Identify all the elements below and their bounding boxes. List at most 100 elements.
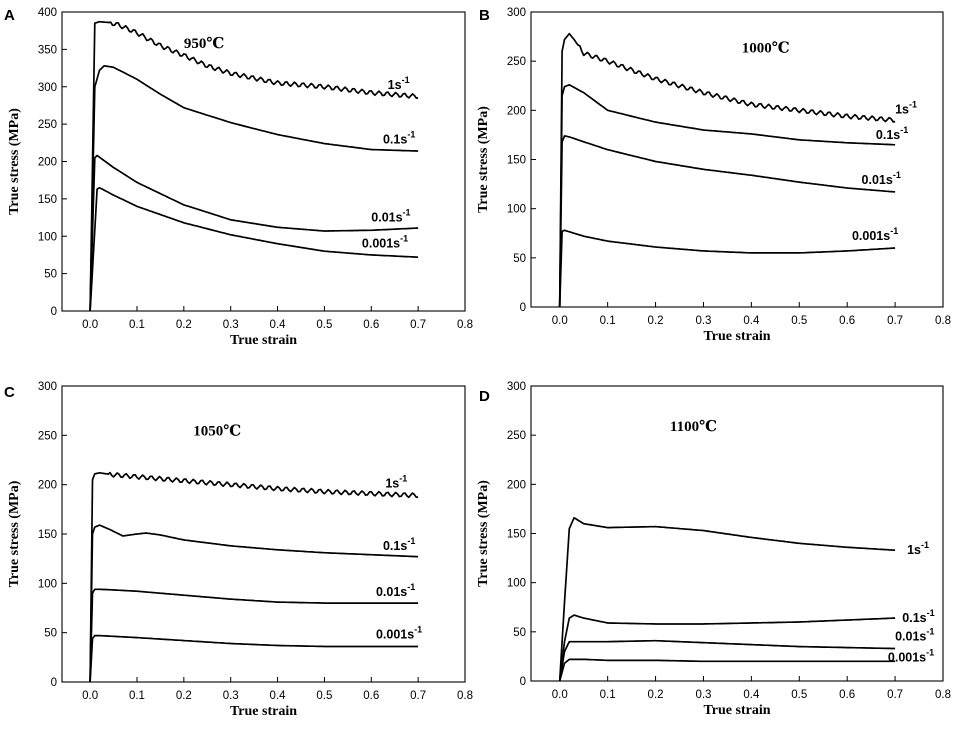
- panel-d: D 0.0 0.1 0.2 0.3 0.4 0.5 0.6 0.7 0.8 0 50 100 150 200…: [476, 381, 951, 718]
- y-tick-label: 100: [38, 231, 57, 243]
- y-tick-label: 200: [38, 480, 57, 492]
- strain-rate-label: 0.1s-1: [383, 536, 415, 553]
- panel-a: A 0.0 0.1 0.2 0.3 0.4 0.5 0.6 0.7 0.8 0 50 100 150 200…: [4, 7, 473, 348]
- y-tick-label: 250: [38, 119, 57, 131]
- panel-letter: B: [479, 7, 490, 24]
- y-tick-label: 200: [507, 479, 526, 491]
- y-tick-label: 100: [507, 578, 526, 590]
- x-tick-label: 0.3: [223, 690, 239, 702]
- curve-1s: [558, 516, 896, 682]
- x-tick-label: 0.0: [82, 319, 98, 331]
- strain-rate-text: 0.1s: [383, 539, 407, 553]
- strain-rate-text: 0.1s: [383, 133, 407, 147]
- strain-rate-exponent: -1: [402, 75, 410, 85]
- curve-0p001s: [89, 186, 419, 312]
- y-tick-label: 50: [513, 627, 526, 639]
- x-tick-label: 0.6: [839, 315, 855, 327]
- strain-rate-label: 1s-1: [895, 99, 917, 116]
- y-tick-label: 400: [38, 7, 57, 19]
- x-tick-label: 0.0: [82, 690, 98, 702]
- x-tick-label: 0.4: [270, 690, 287, 702]
- x-tick-label: 0.7: [410, 690, 426, 702]
- x-tick-label: 0.3: [695, 315, 711, 327]
- y-tick-label: 50: [44, 269, 57, 281]
- x-tick-label: 0.7: [410, 319, 426, 331]
- x-tick-label: 0.2: [648, 689, 664, 701]
- strain-rate-text: 0.01s: [371, 210, 402, 224]
- y-tick-label: 250: [507, 56, 526, 68]
- x-tick-label: 0.6: [839, 689, 855, 701]
- curve-0p1s: [89, 524, 419, 683]
- strain-rate-label: 0.01s-1: [895, 627, 934, 644]
- strain-rate-text: 1s: [895, 102, 909, 116]
- strain-rate-text: 0.001s: [888, 650, 926, 664]
- strain-rate-exponent: -1: [399, 474, 407, 484]
- y-tick-label: 150: [507, 155, 526, 167]
- curve-1s: [558, 32, 896, 308]
- strain-rate-label: 0.01s-1: [376, 582, 415, 599]
- strain-rate-label: 1s-1: [385, 474, 407, 491]
- curve-0p1s: [89, 64, 419, 312]
- strain-rate-label: 0.001s-1: [376, 625, 422, 642]
- x-axis-title: True strain: [230, 333, 297, 348]
- y-tick-label: 250: [507, 430, 526, 442]
- strain-rate-label: 0.001s-1: [852, 226, 898, 243]
- x-tick-label: 0.5: [791, 689, 807, 701]
- strain-rate-exponent: -1: [926, 647, 934, 657]
- strain-rate-text: 0.001s: [376, 628, 414, 642]
- x-tick-label: 0.0: [552, 315, 568, 327]
- strain-rate-label: 1s-1: [388, 75, 410, 92]
- x-tick-label: 0.5: [316, 690, 332, 702]
- panel-letter: C: [4, 384, 15, 401]
- x-tick-label: 0.3: [695, 689, 711, 701]
- x-tick-label: 0.8: [935, 689, 951, 701]
- y-tick-label: 0: [520, 676, 526, 688]
- y-tick-label: 100: [507, 204, 526, 216]
- y-tick-label: 150: [507, 529, 526, 541]
- y-axis-title: True stress (MPa): [476, 480, 491, 587]
- y-tick-label: 350: [38, 44, 57, 56]
- strain-rate-exponent: -1: [407, 130, 415, 140]
- x-tick-label: 0.3: [223, 319, 239, 331]
- strain-rate-exponent: -1: [927, 608, 935, 618]
- x-tick-label: 0.1: [600, 689, 616, 701]
- strain-rate-label: 0.001s-1: [362, 233, 408, 250]
- x-tick-label: 0.8: [457, 690, 473, 702]
- strain-rate-exponent: -1: [403, 207, 411, 217]
- curve-0p01s: [89, 154, 419, 312]
- strain-rate-label: 0.1s-1: [876, 125, 908, 142]
- x-tick-label: 0.4: [743, 689, 760, 701]
- y-tick-label: 0: [51, 677, 57, 689]
- x-tick-label: 0.2: [176, 690, 192, 702]
- x-tick-label: 0.7: [887, 689, 903, 701]
- x-tick-label: 0.4: [743, 315, 760, 327]
- y-tick-label: 250: [38, 430, 57, 442]
- panel-b: B 0.0 0.1 0.2 0.3 0.4 0.5 0.6 0.7 0.8 0 50 100 150 200…: [476, 7, 951, 344]
- strain-rate-label: 0.01s-1: [371, 207, 410, 224]
- strain-rate-exponent: -1: [926, 627, 934, 637]
- temperature-label: 1000℃: [742, 40, 790, 56]
- temperature-label: 1050℃: [193, 423, 241, 439]
- y-tick-label: 300: [507, 381, 526, 393]
- y-axis-title: True stress (MPa): [476, 106, 491, 213]
- curve-0p01s: [89, 588, 419, 683]
- x-axis-title: True strain: [703, 703, 770, 718]
- strain-rate-exponent: -1: [890, 226, 898, 236]
- strain-rate-label: 0.01s-1: [862, 170, 901, 187]
- x-tick-label: 0.5: [316, 319, 332, 331]
- strain-rate-label: 1s-1: [907, 540, 929, 557]
- panel-letter: A: [4, 7, 15, 24]
- x-tick-label: 0.1: [129, 690, 145, 702]
- strain-rate-exponent: -1: [909, 99, 917, 109]
- x-tick-label: 0.6: [363, 690, 379, 702]
- strain-rate-exponent: -1: [414, 625, 422, 635]
- y-tick-label: 200: [38, 157, 57, 169]
- y-tick-label: 150: [38, 529, 57, 541]
- x-tick-label: 0.2: [176, 319, 192, 331]
- temperature-label: 1100℃: [670, 419, 717, 435]
- x-tick-label: 0.8: [457, 319, 473, 331]
- strain-rate-text: 0.01s: [376, 585, 407, 599]
- strain-rate-exponent: -1: [900, 125, 908, 135]
- y-tick-label: 0: [51, 306, 57, 318]
